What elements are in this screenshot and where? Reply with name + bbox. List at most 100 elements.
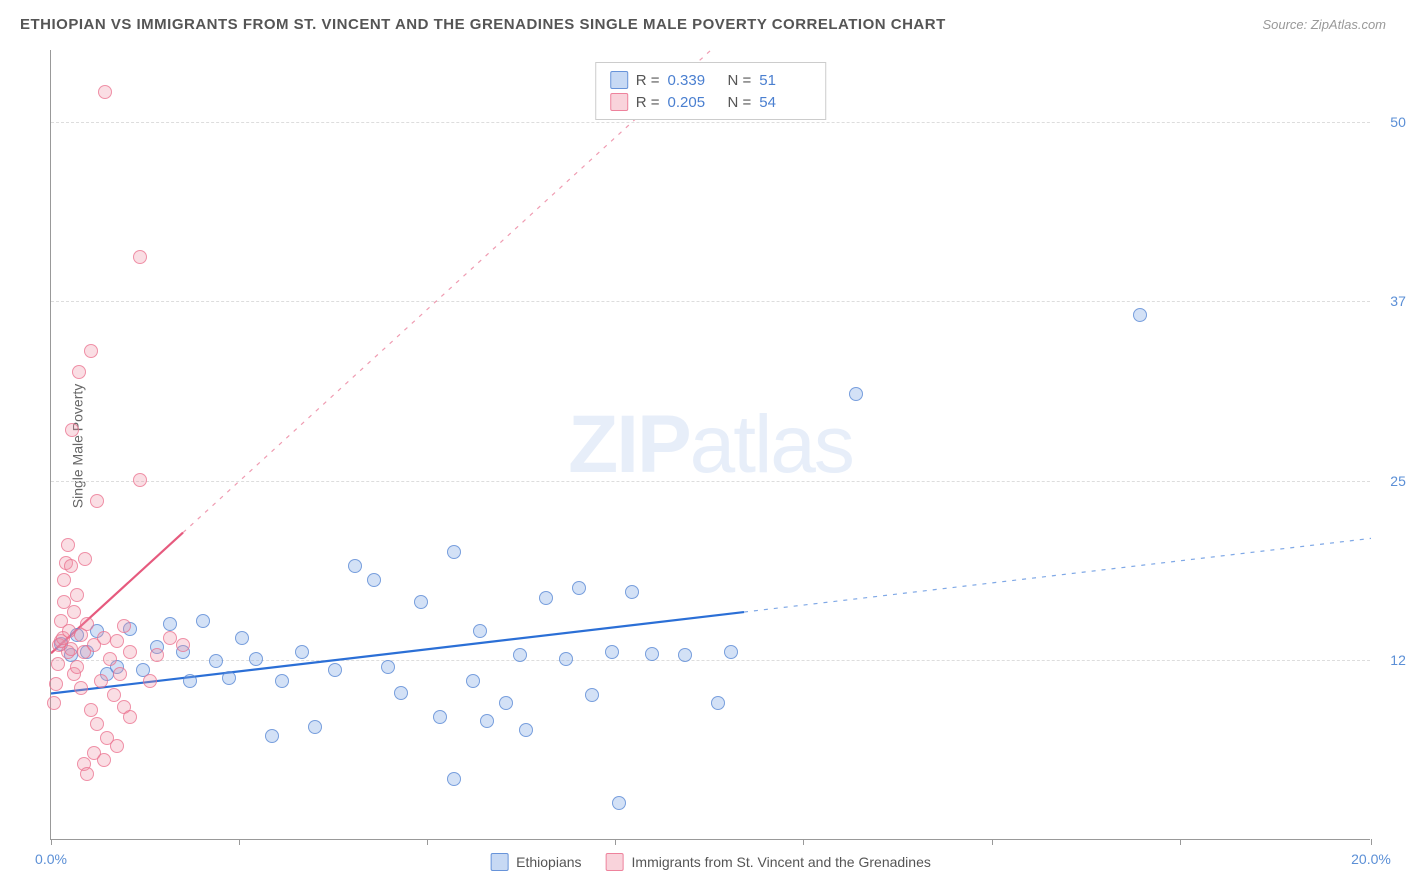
r-value: 0.339 xyxy=(668,72,720,89)
scatter-point-pink xyxy=(176,638,190,652)
x-tick xyxy=(1371,839,1372,845)
scatter-point-blue xyxy=(585,688,599,702)
scatter-point-blue xyxy=(367,573,381,587)
scatter-point-blue xyxy=(265,729,279,743)
scatter-point-pink xyxy=(97,753,111,767)
x-tick xyxy=(615,839,616,845)
scatter-point-blue xyxy=(433,710,447,724)
scatter-point-pink xyxy=(72,365,86,379)
scatter-point-blue xyxy=(849,387,863,401)
scatter-point-pink xyxy=(51,657,65,671)
scatter-point-blue xyxy=(447,772,461,786)
legend-swatch-blue xyxy=(490,853,508,871)
x-tick xyxy=(51,839,52,845)
scatter-point-blue xyxy=(381,660,395,674)
scatter-point-blue xyxy=(466,674,480,688)
scatter-point-blue xyxy=(183,674,197,688)
scatter-point-pink xyxy=(84,703,98,717)
y-tick-label: 25.0% xyxy=(1375,473,1406,489)
legend-row-blue: R = 0.339 N = 51 xyxy=(610,69,812,91)
x-tick-label: 20.0% xyxy=(1351,851,1391,867)
scatter-point-pink xyxy=(49,677,63,691)
gridline-h xyxy=(51,481,1370,482)
scatter-point-blue xyxy=(678,648,692,662)
scatter-point-blue xyxy=(295,645,309,659)
scatter-point-blue xyxy=(625,585,639,599)
trendline-pink xyxy=(51,50,1371,840)
scatter-point-blue xyxy=(328,663,342,677)
x-tick xyxy=(239,839,240,845)
series-legend: Ethiopians Immigrants from St. Vincent a… xyxy=(490,853,931,871)
scatter-point-blue xyxy=(394,686,408,700)
scatter-point-pink xyxy=(47,696,61,710)
legend-row-pink: R = 0.205 N = 54 xyxy=(610,91,812,113)
scatter-point-pink xyxy=(61,538,75,552)
scatter-point-blue xyxy=(539,591,553,605)
scatter-point-pink xyxy=(163,631,177,645)
r-label: R = xyxy=(636,72,660,89)
scatter-point-pink xyxy=(133,473,147,487)
scatter-point-pink xyxy=(78,552,92,566)
scatter-point-blue xyxy=(519,723,533,737)
chart-plot-area: ZIPatlas R = 0.339 N = 51 R = 0.205 N = … xyxy=(50,50,1370,840)
gridline-h xyxy=(51,122,1370,123)
title-bar: ETHIOPIAN VS IMMIGRANTS FROM ST. VINCENT… xyxy=(20,16,1386,33)
scatter-point-pink xyxy=(67,605,81,619)
scatter-point-pink xyxy=(123,645,137,659)
scatter-point-blue xyxy=(447,545,461,559)
scatter-point-pink xyxy=(65,423,79,437)
scatter-point-pink xyxy=(70,588,84,602)
legend-item-stvincent: Immigrants from St. Vincent and the Gren… xyxy=(606,853,931,871)
x-tick xyxy=(803,839,804,845)
scatter-point-blue xyxy=(559,652,573,666)
scatter-point-blue xyxy=(196,614,210,628)
scatter-point-pink xyxy=(103,652,117,666)
scatter-point-pink xyxy=(143,674,157,688)
scatter-point-pink xyxy=(84,344,98,358)
scatter-point-pink xyxy=(80,767,94,781)
legend-item-ethiopians: Ethiopians xyxy=(490,853,581,871)
chart-title: ETHIOPIAN VS IMMIGRANTS FROM ST. VINCENT… xyxy=(20,16,946,33)
scatter-point-blue xyxy=(473,624,487,638)
scatter-point-pink xyxy=(74,681,88,695)
scatter-point-blue xyxy=(724,645,738,659)
scatter-point-blue xyxy=(645,647,659,661)
scatter-point-blue xyxy=(222,671,236,685)
scatter-point-pink xyxy=(98,85,112,99)
scatter-point-blue xyxy=(612,796,626,810)
correlation-legend: R = 0.339 N = 51 R = 0.205 N = 54 xyxy=(595,62,827,120)
scatter-point-blue xyxy=(163,617,177,631)
scatter-point-blue xyxy=(275,674,289,688)
scatter-point-blue xyxy=(235,631,249,645)
scatter-point-pink xyxy=(70,660,84,674)
scatter-point-pink xyxy=(94,674,108,688)
n-label: N = xyxy=(728,94,752,111)
scatter-point-pink xyxy=(133,250,147,264)
scatter-point-pink xyxy=(80,617,94,631)
scatter-point-blue xyxy=(209,654,223,668)
scatter-point-blue xyxy=(308,720,322,734)
scatter-point-pink xyxy=(64,559,78,573)
x-tick xyxy=(427,839,428,845)
scatter-point-pink xyxy=(110,739,124,753)
scatter-point-blue xyxy=(605,645,619,659)
legend-label: Immigrants from St. Vincent and the Gren… xyxy=(632,854,931,870)
scatter-point-blue xyxy=(414,595,428,609)
scatter-point-blue xyxy=(513,648,527,662)
chart-source: Source: ZipAtlas.com xyxy=(1262,17,1386,32)
x-tick xyxy=(1180,839,1181,845)
scatter-point-blue xyxy=(711,696,725,710)
scatter-point-pink xyxy=(113,667,127,681)
legend-label: Ethiopians xyxy=(516,854,581,870)
scatter-point-blue xyxy=(480,714,494,728)
scatter-point-blue xyxy=(249,652,263,666)
scatter-point-pink xyxy=(90,717,104,731)
scatter-point-pink xyxy=(117,619,131,633)
n-value: 51 xyxy=(759,72,811,89)
scatter-point-blue xyxy=(348,559,362,573)
scatter-point-blue xyxy=(499,696,513,710)
r-label: R = xyxy=(636,94,660,111)
watermark: ZIPatlas xyxy=(568,398,853,492)
legend-swatch-blue xyxy=(610,71,628,89)
scatter-point-pink xyxy=(64,642,78,656)
